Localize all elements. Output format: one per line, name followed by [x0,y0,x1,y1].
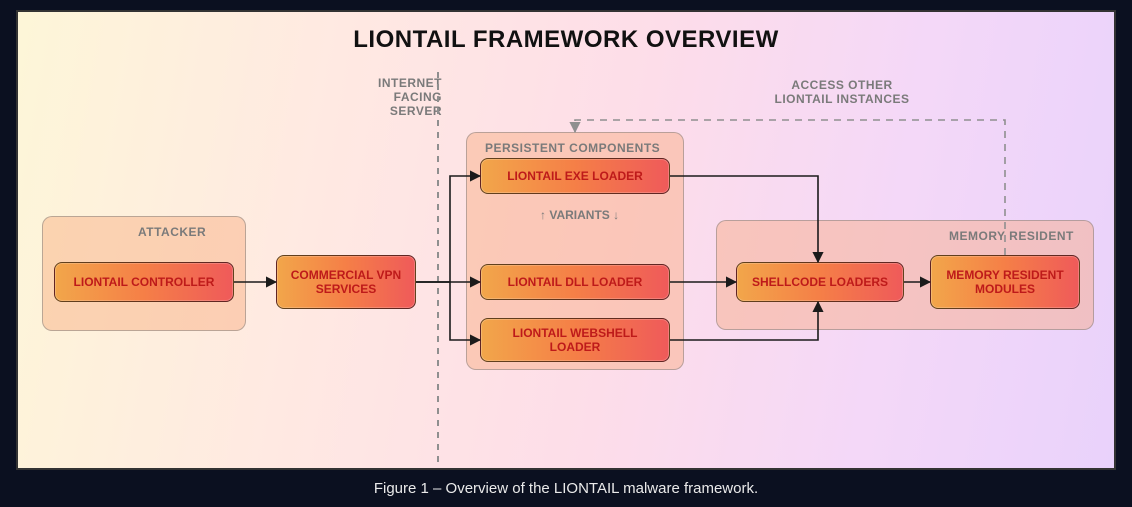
node-shellcode-loaders: SHELLCODE LOADERS [736,262,904,302]
variants-arrow-down-icon: ↓ [613,208,619,222]
group-memory-label: MEMORY RESIDENT [949,229,1074,243]
diagram-canvas: LIONTAIL FRAMEWORK OVERVIEW ATTACKER PER… [16,10,1116,470]
diagram-title: LIONTAIL FRAMEWORK OVERVIEW [18,26,1114,54]
ifs-line1: INTERNET [378,76,442,90]
ifs-line2: FACING [378,90,442,104]
node-commercial-vpn: COMMERCIAL VPN SERVICES [276,255,416,309]
node-memory-modules: MEMORY RESIDENT MODULES [930,255,1080,309]
group-persistent-label: PERSISTENT COMPONENTS [485,141,660,155]
node-webshell-loader: LIONTAIL WEBSHELL LOADER [480,318,670,362]
node-liontail-controller: LIONTAIL CONTROLLER [54,262,234,302]
variants-label: ↑ VARIANTS ↓ [540,208,619,222]
figure-caption: Figure 1 – Overview of the LIONTAIL malw… [0,480,1132,497]
access-line2: LIONTAIL INSTANCES [742,92,942,106]
internet-facing-server-label: INTERNET FACING SERVER [378,76,442,118]
variants-text: VARIANTS [549,208,609,222]
group-attacker-label: ATTACKER [138,225,206,239]
access-other-instances-label: ACCESS OTHER LIONTAIL INSTANCES [742,78,942,106]
access-line1: ACCESS OTHER [742,78,942,92]
node-dll-loader: LIONTAIL DLL LOADER [480,264,670,300]
variants-arrow-up-icon: ↑ [540,208,546,222]
node-exe-loader: LIONTAIL EXE LOADER [480,158,670,194]
ifs-line3: SERVER [378,104,442,118]
